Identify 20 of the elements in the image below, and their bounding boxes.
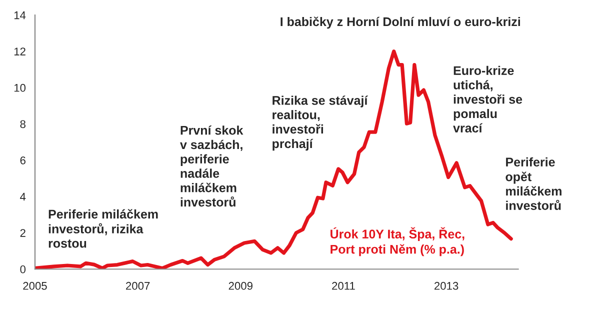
y-tick-label: 12 (14, 48, 26, 56)
chart-title: I babičky z Horní Dolní mluví o euro-krizi (280, 16, 520, 29)
annotation: Euro-krize utichá, investoři se pomalu vrací (453, 66, 522, 133)
series-label: Úrok 10Y Ita, Špa, Řec, Port proti Něm (% p.a.) (330, 227, 464, 256)
x-tick-label: 2007 (126, 282, 150, 290)
annotation: Rizika se stávají realitou, investoři prchají (272, 96, 368, 151)
y-tick-label: 10 (14, 84, 26, 92)
y-tick-label: 14 (14, 11, 26, 20)
y-tick-label: 0 (20, 265, 26, 274)
x-tick-label: 2011 (332, 282, 355, 290)
y-tick-label: 4 (20, 192, 26, 201)
annotation: Periferie miláčkem investorů, rizika rostou (48, 209, 158, 248)
annotation: První skok v sazbách, periferie nadále miláčkem investorů (180, 125, 244, 207)
y-tick-label: 2 (20, 229, 26, 237)
x-tick-label: 2013 (434, 282, 458, 290)
x-tick-label: 2009 (228, 282, 252, 290)
y-tick-label: 8 (20, 120, 26, 128)
x-tick-label: 2005 (23, 282, 47, 290)
annotation: Periferie opět miláčkem investorů (506, 157, 562, 210)
y-tick-label: 6 (20, 156, 26, 164)
